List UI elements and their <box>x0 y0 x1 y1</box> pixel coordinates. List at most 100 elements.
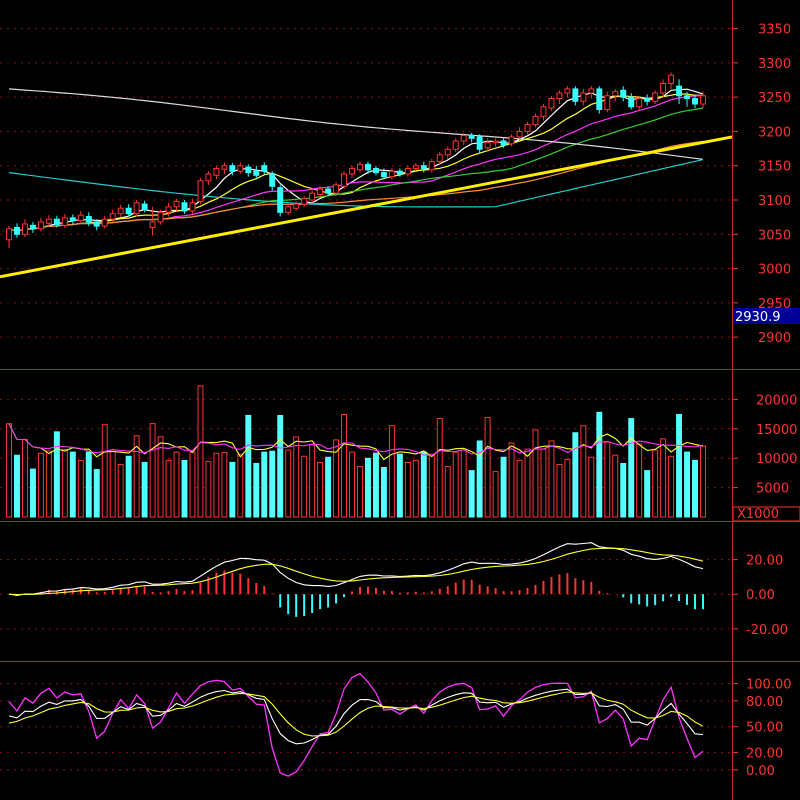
volume-bar-up <box>133 435 140 518</box>
volume-bar-up <box>101 424 108 518</box>
volume-bar-down <box>85 451 92 518</box>
volume-bar-up <box>21 438 28 518</box>
volume-bar-down <box>277 415 284 518</box>
candle-up <box>636 98 643 108</box>
kdj-panel <box>8 672 704 777</box>
price-tick-label: 3150 <box>758 160 791 175</box>
candle-up <box>349 167 355 175</box>
volume-bar-up <box>197 385 204 518</box>
volume-bar-down <box>372 452 379 518</box>
volume-bar-up <box>444 466 451 518</box>
volume-bar-up <box>117 463 124 518</box>
support-trendline <box>0 135 733 279</box>
candle-up <box>173 200 180 208</box>
volume-bar-up <box>388 425 395 518</box>
candle-down <box>684 95 691 100</box>
candle-up <box>452 140 459 150</box>
volume-bar-down <box>93 469 100 518</box>
candle-up <box>460 135 467 142</box>
candle-up <box>357 163 363 171</box>
volume-bar-up <box>109 449 116 518</box>
volume-bar-up <box>357 466 363 518</box>
candle-down <box>93 221 100 227</box>
candle-down <box>14 226 20 235</box>
candle-up <box>492 140 499 144</box>
candle-up <box>444 148 451 156</box>
candle-up <box>428 161 435 171</box>
candle-up <box>660 82 667 94</box>
volume-bar-up <box>668 455 675 518</box>
volume-bar-up <box>37 452 44 518</box>
candle-down <box>468 135 475 139</box>
volume-bar-down <box>644 470 651 518</box>
volume-bar-up <box>428 453 435 518</box>
volume-tick-label: 10000 <box>756 452 797 467</box>
volume-bar-up <box>221 452 228 518</box>
candle-up <box>205 173 212 182</box>
volume-bar-up <box>213 452 220 518</box>
candle-down <box>572 88 579 102</box>
volume-bar-up <box>77 459 84 518</box>
price-tick-label: 3100 <box>758 194 791 209</box>
volume-bar-up <box>524 448 531 518</box>
candle-down <box>277 187 284 213</box>
candle-down <box>620 89 627 98</box>
volume-bar-up <box>317 461 324 518</box>
volume-bar-up <box>149 423 156 518</box>
volume-bar-down <box>53 431 60 518</box>
candle-up <box>341 173 348 187</box>
volume-bar-up <box>301 455 308 518</box>
candle-up <box>612 91 619 97</box>
volume-bar-up <box>237 453 244 518</box>
candle-up <box>556 92 563 100</box>
candle-down <box>676 85 683 97</box>
volume-bar-up <box>189 451 196 518</box>
volume-tick-label: 5000 <box>756 482 789 497</box>
candle-up <box>61 217 68 226</box>
price-tick-label: 3000 <box>758 263 791 278</box>
volume-bar-up <box>612 454 619 518</box>
macd-dea-line <box>8 547 704 596</box>
volume-bar-down <box>253 462 260 518</box>
candle-down <box>229 165 236 172</box>
candle-down <box>261 165 268 172</box>
volume-bar-up <box>285 449 292 518</box>
kdj-tick-label: 80.00 <box>746 695 783 710</box>
volume-bar-up <box>532 429 539 518</box>
volume-bar-up <box>452 451 459 518</box>
kdj-tick-label: 0.00 <box>746 764 775 779</box>
price-tick-label: 3250 <box>758 91 791 106</box>
volume-bar-up <box>333 439 340 518</box>
volume-bar-up <box>205 460 212 518</box>
macd-dif-line <box>8 542 704 596</box>
volume-tick-label: 15000 <box>756 423 797 438</box>
candle-up <box>700 95 706 105</box>
volume-bar-up <box>165 459 172 518</box>
volume-bar-down <box>468 470 475 518</box>
candle-up <box>388 170 395 178</box>
ma10-line <box>8 93 704 233</box>
candle-down <box>69 217 76 222</box>
candle-up <box>221 165 228 170</box>
volume-bar-up <box>45 450 52 518</box>
volume-ma10-line <box>8 423 704 456</box>
candle-up <box>564 88 571 94</box>
candle-down <box>372 167 379 174</box>
candle-up <box>580 92 587 102</box>
candle-down <box>53 218 60 226</box>
price-tick-label: 3350 <box>758 23 791 38</box>
volume-bars <box>6 385 706 518</box>
price-tick-label: 3050 <box>758 228 791 243</box>
volume-bar-down <box>29 468 36 518</box>
price-moving-averages <box>8 88 704 233</box>
volume-bar-up <box>604 441 611 518</box>
candle-up <box>101 218 108 227</box>
candle-up <box>157 211 164 223</box>
price-marker-label: 2930.9 <box>735 310 781 325</box>
candle-up <box>213 167 220 176</box>
volume-bar-up <box>173 451 180 518</box>
macd-panel <box>8 542 704 617</box>
volume-bar-up <box>580 425 587 518</box>
volume-bar-down <box>380 467 387 518</box>
candle-up <box>133 202 140 215</box>
